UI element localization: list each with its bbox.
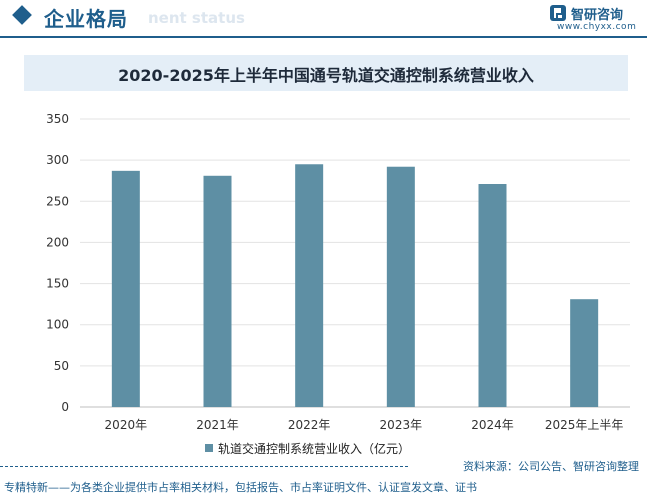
bar — [203, 175, 232, 407]
bar — [478, 184, 507, 407]
x-tick-label: 2024年 — [471, 418, 514, 432]
footer-note: 专精特新——为各类企业提供市占率相关材料，包括报告、市占率证明文件、认证宣发文章… — [4, 481, 477, 494]
logo-url[interactable]: www.chyxx.com — [557, 22, 637, 32]
x-tick-label: 2021年 — [196, 418, 239, 432]
y-tick-label: 100 — [46, 318, 69, 332]
bar — [570, 299, 599, 407]
x-tick-label: 2022年 — [288, 418, 331, 432]
x-tick-label: 2023年 — [380, 418, 423, 432]
y-tick-label: 50 — [54, 359, 69, 373]
x-tick-label: 2025年上半年 — [545, 418, 624, 432]
y-tick-label: 200 — [46, 235, 69, 249]
y-tick-label: 350 — [46, 112, 69, 126]
source-rule — [0, 466, 408, 467]
section-title: 企业格局 — [44, 7, 128, 31]
bar — [386, 166, 415, 407]
logo-icon — [550, 5, 566, 21]
chart-title-band: 2020-2025年上半年中国通号轨道交通控制系统营业收入 — [24, 55, 628, 91]
y-tick-label: 0 — [61, 400, 69, 414]
page-header: 企业格局 nent status 智研咨询 www.chyxx.com — [0, 0, 647, 38]
chart-title: 2020-2025年上半年中国通号轨道交通控制系统营业收入 — [118, 66, 534, 85]
header-watermark: nent status — [148, 9, 245, 27]
x-tick-label: 2020年 — [105, 418, 148, 432]
bar — [295, 164, 324, 407]
legend-label: 轨道交通控制系统营业收入（亿元） — [218, 442, 411, 456]
y-tick-label: 150 — [46, 277, 69, 291]
logo-name: 智研咨询 — [571, 8, 624, 23]
header-rule — [0, 36, 647, 38]
legend-swatch — [205, 444, 213, 452]
brand-logo[interactable]: 智研咨询 www.chyxx.com — [549, 3, 639, 33]
y-tick-label: 250 — [46, 194, 69, 208]
source-note: 资料来源：公司公告、智研咨询整理 — [463, 460, 639, 473]
y-tick-label: 300 — [46, 153, 69, 167]
bar — [111, 170, 140, 407]
